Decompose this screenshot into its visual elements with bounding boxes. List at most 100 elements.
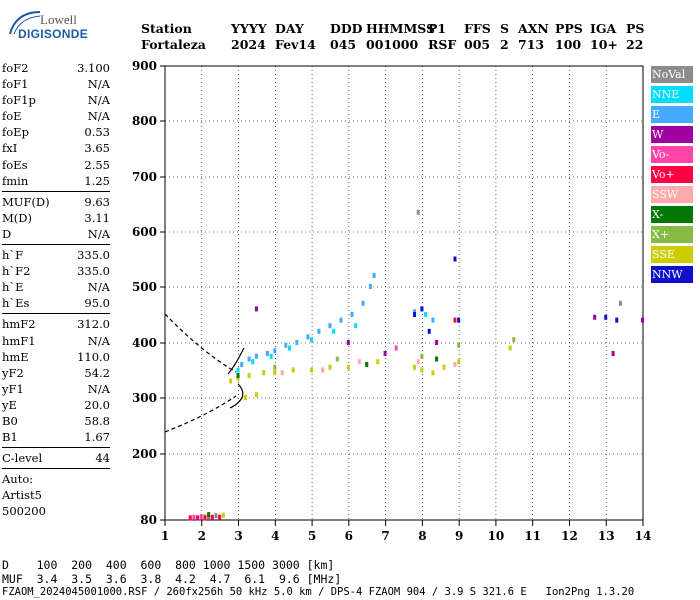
echo-point-nnw <box>453 256 457 262</box>
legend-item-nnw: NNW <box>651 266 693 283</box>
param-key: h`F2 <box>2 264 31 279</box>
echo-point-e <box>372 273 376 278</box>
x-axis: 1 2 3 4 5 6 7 8 9 10 11 12 13 14 <box>161 520 651 543</box>
param-key: h`F <box>2 248 24 263</box>
echo-point-x- <box>512 337 516 343</box>
param-row: fxI 3.65 <box>2 140 110 156</box>
y-tick-label: 200 <box>132 447 157 461</box>
param-row: yE 20.0 <box>2 397 110 413</box>
echo-point-vo- <box>203 515 207 521</box>
profile-curve-lower <box>164 395 237 433</box>
param-value: N/A <box>87 77 110 92</box>
echo-point-x- <box>457 342 461 348</box>
header-label-2: DAY <box>275 21 304 36</box>
header-value-1: 2024 <box>231 37 266 52</box>
param-value: N/A <box>87 381 110 396</box>
echo-point-nnw <box>457 317 461 323</box>
param-key: foE <box>2 109 22 124</box>
param-key: B0 <box>2 413 18 428</box>
x-tick-label: 8 <box>418 529 426 543</box>
echo-point-vo- <box>192 514 196 520</box>
x-tick-label: 1 <box>161 529 169 543</box>
param-group-profile: hmF2 312.0 hmF1 N/A hmE 110.0 yF2 54.2 yF1 N/A yE 2… <box>2 316 110 445</box>
echo-point-nnw <box>420 306 424 312</box>
y-tick-label: 80 <box>140 513 157 527</box>
param-row: hmF2 312.0 <box>2 316 110 332</box>
param-value: 312.0 <box>77 317 110 332</box>
header-value-3: 045 <box>330 37 357 52</box>
echo-point-e <box>240 362 244 367</box>
y-tick-label: 700 <box>132 170 157 184</box>
y-tick-label: 800 <box>132 114 157 128</box>
echo-point-sse <box>273 370 277 376</box>
echo-point-e <box>368 284 372 289</box>
param-key: yF2 <box>2 365 24 380</box>
param-row: h`F2 335.0 <box>2 263 110 279</box>
echo-point-e <box>247 356 251 362</box>
param-value: 9.63 <box>84 194 110 209</box>
param-value: 335.0 <box>77 248 110 263</box>
profile-curve-upper <box>164 313 237 373</box>
x-tick-label: 2 <box>198 529 206 543</box>
echo-point-sse <box>328 364 332 370</box>
param-row: MUF(D) 9.63 <box>2 194 110 210</box>
param-row: foEp 0.53 <box>2 124 110 140</box>
separator <box>2 447 110 449</box>
footer-distance-row: D 100 200 400 600 800 1000 1500 3000 [km… <box>2 558 335 572</box>
header-value-0: Fortaleza <box>141 37 206 52</box>
logo-lowell-text: Lowell <box>40 12 77 27</box>
param-row: h`Es 95.0 <box>2 295 110 311</box>
footer-file-info: FZAOM_2024045001000.RSF / 260fx256h 50 k… <box>2 586 635 598</box>
param-key: foF1p <box>2 93 36 108</box>
header-label-5: P1 <box>428 21 447 36</box>
param-key: foF1 <box>2 77 29 92</box>
echo-point-nne <box>288 345 292 351</box>
param-row: D N/A <box>2 226 110 242</box>
header-value-6: 005 <box>464 37 491 52</box>
legend-item-nne: NNE <box>651 86 693 103</box>
echo-point-sse <box>291 367 295 373</box>
echo-point-e <box>431 317 435 323</box>
echo-point-w <box>435 340 439 345</box>
echo-point-nne <box>354 323 358 329</box>
plot-grid <box>164 65 644 521</box>
autoscaling-label: Auto: <box>2 472 34 487</box>
echo-point-nne <box>332 328 336 334</box>
echo-point-sse <box>310 367 314 373</box>
echo-point-noval <box>214 513 218 519</box>
echo-point-nnw <box>413 312 417 317</box>
param-row: yF2 54.2 <box>2 365 110 381</box>
param-key: fmin <box>2 173 29 188</box>
x-tick-label: 10 <box>488 529 505 543</box>
x-tick-label: 6 <box>345 529 353 543</box>
polarization-legend: NoVal NNE E W Vo- Vo+ SSW X- X+ SSE NNW <box>651 66 693 286</box>
echo-point-e <box>350 312 354 317</box>
param-row: foF1 N/A <box>2 76 110 92</box>
param-row: h`E N/A <box>2 279 110 295</box>
param-key: hmF1 <box>2 333 36 348</box>
echo-points <box>188 209 644 521</box>
header-label-11: PS <box>626 21 645 36</box>
echo-point-sse <box>508 345 512 351</box>
param-row: yF1 N/A <box>2 381 110 397</box>
param-group-muf: MUF(D) 9.63 M(D) 3.11 D N/A <box>2 194 110 242</box>
x-tick-label: 3 <box>234 529 242 543</box>
echo-point-x- <box>273 364 277 370</box>
param-key: foEs <box>2 157 28 172</box>
echo-point-e <box>413 309 417 315</box>
echo-point-w <box>593 314 597 320</box>
param-key: foEp <box>2 125 29 140</box>
param-value: 54.2 <box>84 365 110 380</box>
echo-point-ssw <box>321 367 325 373</box>
echo-point-nne <box>269 353 273 359</box>
echo-point-e <box>254 353 258 359</box>
param-value: 58.8 <box>84 413 110 428</box>
echo-point-nnw <box>427 328 431 334</box>
legend-item-e: E <box>651 106 693 123</box>
param-key: fxI <box>2 141 18 156</box>
echo-point-w <box>611 351 615 356</box>
echo-point-sse <box>236 375 240 381</box>
param-value: 1.67 <box>84 430 110 445</box>
param-key: hmF2 <box>2 317 36 332</box>
echo-point-nne <box>251 359 255 365</box>
